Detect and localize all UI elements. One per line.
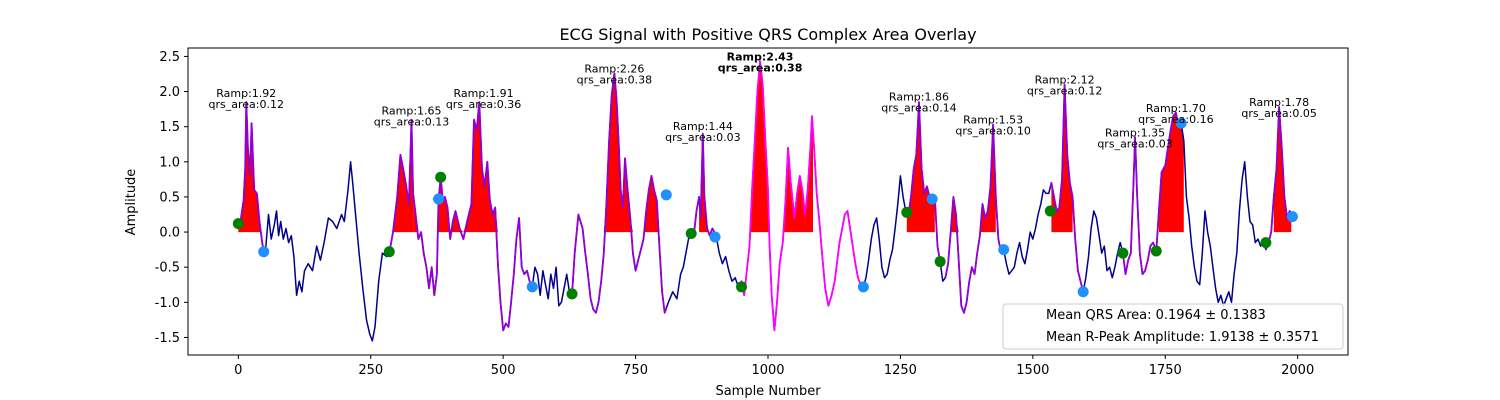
chart-title: ECG Signal with Positive QRS Complex Are…: [559, 25, 976, 44]
qrs-offset-marker-2: [433, 193, 445, 205]
qrs-onset-marker-5: [685, 227, 697, 239]
r-amplitude-annotation-2: Ramp:1.65: [382, 105, 442, 118]
qrs-onset-marker-1: [232, 218, 244, 230]
legend-entry-mean-qrs-area: Mean QRS Area: 0.1964 ± 0.1383: [1046, 308, 1266, 323]
qrs-onset-marker-4: [566, 288, 578, 300]
y-tick-label-3: 0.0: [159, 226, 180, 241]
qrs-offset-marker-1: [258, 246, 270, 258]
r-amplitude-annotation-6: Ramp:2.43: [727, 50, 794, 63]
r-amplitude-annotation-8: Ramp:1.53: [963, 114, 1023, 127]
r-amplitude-annotation-12: Ramp:1.78: [1249, 96, 1309, 109]
qrs-onset-marker-3: [435, 171, 447, 183]
y-axis-title: Amplitude: [124, 169, 139, 236]
qrs-area-fill-8: [948, 124, 996, 233]
x-tick-label-500: 500: [491, 363, 516, 378]
qrs-offset-marker-5: [709, 231, 721, 243]
x-tick-label-1750: 1750: [1149, 363, 1182, 378]
qrs-area-annotation-2: qrs_area:0.13: [374, 116, 449, 129]
r-amplitude-annotation-9: Ramp:2.12: [1035, 74, 1095, 87]
qrs-onset-marker-10: [1117, 247, 1129, 259]
legend: Mean QRS Area: 0.1964 ± 0.1383 Mean R-Pe…: [1002, 303, 1344, 350]
y-tick-label-4: 0.5: [159, 190, 180, 205]
qrs-area-annotation-3: qrs_area:0.36: [446, 98, 521, 111]
x-tick-label-1250: 1250: [884, 363, 917, 378]
y-tick-label-6: 1.5: [159, 120, 180, 135]
r-amplitude-annotation-4: Ramp:2.26: [584, 62, 644, 75]
r-amplitude-annotation-11: Ramp:1.70: [1146, 102, 1206, 115]
qrs-segment-line-5: [739, 60, 864, 332]
qrs-area-annotation-9: qrs_area:0.12: [1027, 85, 1102, 98]
qrs-onset-marker-7: [901, 206, 913, 218]
qrs-area-annotation-5: qrs_area:0.03: [665, 131, 740, 144]
qrs-segment-line-1: [237, 101, 265, 252]
qrs-segment-line-4: [690, 132, 717, 237]
qrs-offset-marker-10: [1175, 117, 1187, 129]
r-amplitude-annotation-1: Ramp:1.92: [216, 87, 276, 100]
qrs-offset-marker-4: [660, 189, 672, 201]
qrs-onset-marker-12: [1260, 237, 1272, 249]
qrs-area-annotation-11: qrs_area:0.16: [1138, 113, 1213, 126]
qrs-onset-marker-8: [934, 256, 946, 268]
qrs-segment-line-8: [1049, 83, 1085, 293]
r-amplitude-annotation-10: Ramp:1.35: [1105, 126, 1165, 139]
qrs-onset-marker-9: [1044, 205, 1056, 217]
y-tick-label-0: -1.5: [155, 331, 180, 346]
qrs-segment-line-6: [906, 101, 941, 262]
qrs-segment-line-7: [944, 123, 1005, 314]
qrs-area-annotation-12: qrs_area:0.05: [1241, 107, 1316, 120]
qrs-segment-line-2: [388, 101, 534, 332]
qrs-offset-marker-11: [1286, 211, 1298, 223]
y-tick-label-8: 2.5: [159, 50, 180, 65]
qrs-area-annotation-4: qrs_area:0.38: [577, 73, 652, 86]
qrs-area-fill-9: [1051, 84, 1073, 233]
qrs-area-annotation-7: qrs_area:0.14: [881, 102, 956, 115]
qrs-onset-marker-2: [383, 246, 395, 258]
r-amplitude-annotation-3: Ramp:1.91: [454, 87, 514, 100]
legend-entry-mean-r-peak-amplitude: Mean R-Peak Amplitude: 1.9138 ± 0.3571: [1046, 330, 1319, 345]
qrs-onset-marker-6: [736, 281, 748, 293]
qrs-area-annotation-6: qrs_area:0.38: [718, 61, 803, 74]
qrs-area-annotation-8: qrs_area:0.10: [955, 125, 1030, 138]
qrs-area-annotation-10: qrs_area:0.03: [1097, 137, 1172, 150]
qrs-area-fill-4: [590, 73, 667, 233]
x-tick-label-1500: 1500: [1016, 363, 1049, 378]
qrs-offset-marker-3: [526, 281, 538, 293]
x-axis-title: Sample Number: [715, 384, 821, 399]
r-amplitude-annotation-7: Ramp:1.86: [889, 91, 949, 104]
qrs-onset-marker-11: [1150, 245, 1162, 257]
r-amplitude-annotation-5: Ramp:1.44: [673, 120, 733, 133]
x-tick-label-750: 750: [623, 363, 648, 378]
qrs-area-fill-10: [1158, 112, 1184, 233]
y-tick-label-2: -0.5: [155, 261, 180, 276]
y-tick-label-1: -1.0: [155, 296, 180, 311]
x-tick-label-0: 0: [234, 363, 242, 378]
qrs-segment-line-3: [571, 72, 668, 314]
plot-frame: [187, 47, 1349, 356]
qrs-segment-line-9: [1122, 111, 1182, 276]
qrs-offset-marker-8: [998, 244, 1010, 256]
qrs-area-annotation-1: qrs_area:0.12: [209, 98, 284, 111]
qrs-offset-marker-9: [1077, 286, 1089, 298]
x-tick-label-250: 250: [358, 363, 383, 378]
x-tick-label-2000: 2000: [1281, 363, 1314, 378]
y-tick-label-5: 1.0: [159, 155, 180, 170]
legend-box: [1002, 303, 1344, 350]
x-tick-label-1000: 1000: [751, 363, 784, 378]
qrs-offset-marker-6: [857, 281, 869, 293]
y-tick-label-7: 2.0: [159, 85, 180, 100]
qrs-offset-marker-7: [926, 193, 938, 205]
qrs-area-fill-6: [749, 61, 813, 233]
